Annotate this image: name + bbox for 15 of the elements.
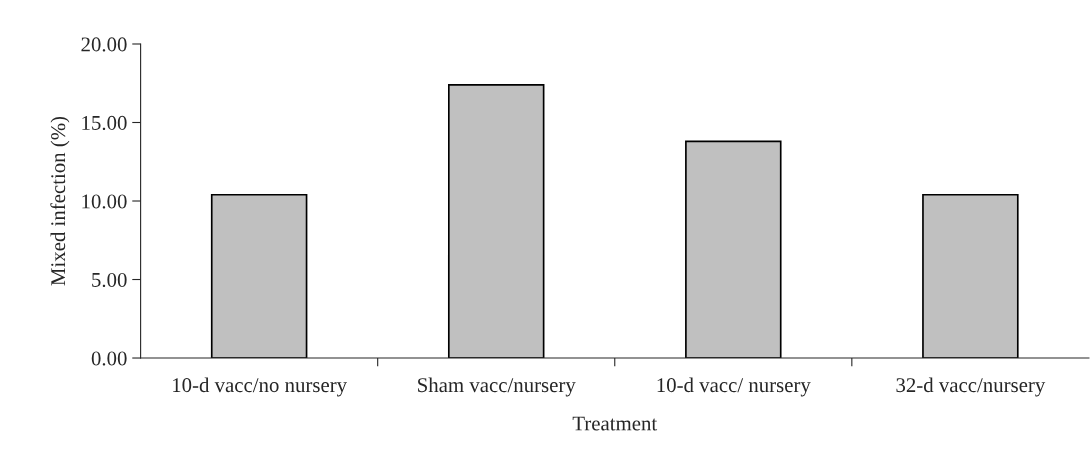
x-tick-label: Sham vacc/nursery [418,377,576,397]
y-axis-title: Mixed infection (%) [50,116,70,286]
y-tick-label: 20.00 [81,37,127,52]
y-tick-label: 15.00 [82,115,127,131]
bar [447,83,545,359]
bar [922,193,1019,359]
x-tick-label: 32-d vacc/nursery [896,377,1046,397]
bar [210,193,308,359]
bar [685,140,782,359]
y-tick-label: 10.00 [82,194,127,209]
x-tick-label: 10-d vacc/ nursery [657,377,811,397]
y-tick-label: 0.00 [91,351,127,366]
y-tick-label: 5.00 [92,272,127,288]
x-axis-title: Treatment [572,416,658,431]
x-tick-label: 10-d vacc/no nursery [173,377,347,397]
